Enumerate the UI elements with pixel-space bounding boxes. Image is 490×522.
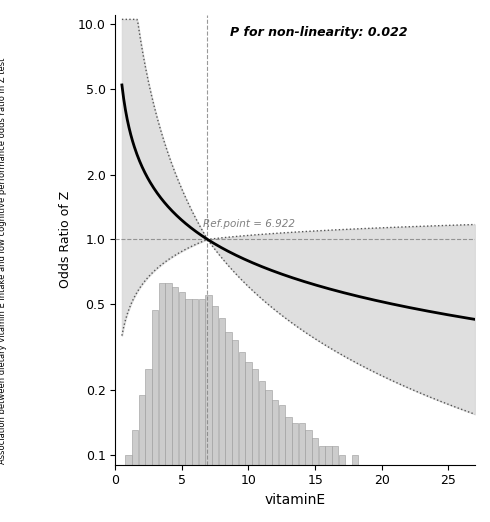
Bar: [185, 299, 192, 522]
Bar: [292, 423, 298, 522]
Bar: [318, 446, 325, 522]
Bar: [225, 333, 232, 522]
Bar: [392, 476, 398, 522]
Bar: [312, 438, 318, 522]
Bar: [459, 503, 465, 522]
Bar: [252, 369, 258, 522]
Bar: [259, 381, 265, 522]
Bar: [272, 400, 278, 522]
Bar: [325, 446, 332, 522]
Bar: [305, 430, 312, 522]
Bar: [198, 299, 205, 522]
Bar: [432, 488, 438, 522]
X-axis label: vitaminE: vitaminE: [265, 493, 326, 507]
Bar: [212, 306, 219, 522]
Bar: [265, 390, 271, 522]
Bar: [285, 417, 292, 522]
Bar: [125, 455, 132, 522]
Bar: [179, 292, 185, 522]
Bar: [465, 520, 471, 522]
Bar: [132, 430, 139, 522]
Bar: [365, 465, 371, 522]
Bar: [219, 318, 225, 522]
Bar: [339, 455, 345, 522]
Bar: [192, 299, 198, 522]
Bar: [139, 395, 145, 522]
Bar: [239, 352, 245, 522]
Bar: [445, 488, 452, 522]
Text: Association between dietary vitamin E intake and low cognitive performance odds : Association between dietary vitamin E in…: [0, 58, 7, 464]
Bar: [205, 295, 212, 522]
Bar: [418, 488, 425, 522]
Bar: [245, 362, 252, 522]
Bar: [165, 282, 172, 522]
Bar: [279, 405, 285, 522]
Bar: [298, 423, 305, 522]
Bar: [379, 465, 385, 522]
Text: Ref.point = 6.922: Ref.point = 6.922: [203, 219, 295, 229]
Bar: [146, 369, 152, 522]
Bar: [405, 476, 412, 522]
Y-axis label: Odds Ratio of Z: Odds Ratio of Z: [59, 191, 72, 289]
Text: P for non-linearity: 0.022: P for non-linearity: 0.022: [230, 26, 408, 39]
Bar: [352, 455, 358, 522]
Bar: [159, 282, 165, 522]
Bar: [332, 446, 338, 522]
Bar: [232, 340, 238, 522]
Bar: [152, 310, 158, 522]
Bar: [172, 287, 178, 522]
